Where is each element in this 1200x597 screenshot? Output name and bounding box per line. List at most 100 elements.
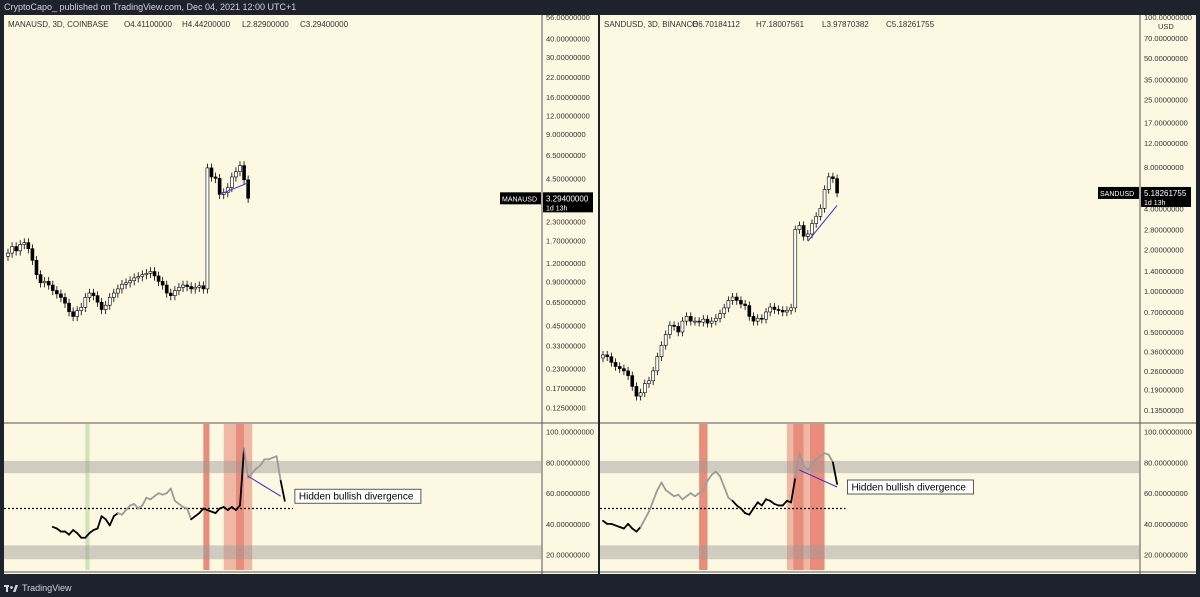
indicator-segment bbox=[121, 509, 127, 516]
indicator-segment bbox=[635, 526, 642, 533]
candle-body bbox=[647, 380, 651, 384]
tradingview-brand[interactable]: TradingView bbox=[4, 583, 72, 593]
price-tick-label: 12.00000000 bbox=[1144, 139, 1188, 148]
candle-body bbox=[638, 392, 643, 397]
candle-body bbox=[630, 375, 635, 387]
last-price-symbol: MANAUSD bbox=[502, 196, 537, 203]
panel-divider[interactable] bbox=[598, 15, 600, 574]
candle-body bbox=[205, 167, 210, 290]
candle-body bbox=[772, 306, 777, 310]
candle-body bbox=[136, 276, 141, 279]
indicator-segment bbox=[198, 507, 205, 515]
red-zone bbox=[223, 424, 236, 570]
candle-body bbox=[217, 178, 222, 195]
legend-high: H4.44200000 bbox=[182, 20, 231, 29]
chart-mana-svg[interactable]: MANAUSD, 3D, COINBASE O4.41100000 H4.44200… bbox=[4, 13, 598, 584]
price-tick-label: 12.00000000 bbox=[546, 112, 590, 121]
candle-body bbox=[120, 283, 124, 290]
candle-body bbox=[193, 287, 198, 290]
candle-body bbox=[688, 316, 693, 322]
candle-body bbox=[835, 178, 839, 194]
candle-body bbox=[152, 271, 157, 277]
annotation-box bbox=[847, 479, 974, 495]
indicator-segment bbox=[723, 486, 730, 499]
indicator-segment bbox=[748, 507, 755, 516]
candle-body bbox=[10, 246, 14, 254]
indicator-segment bbox=[719, 475, 726, 488]
candle-body bbox=[747, 305, 752, 317]
candle-body bbox=[613, 362, 618, 367]
candle-body bbox=[822, 189, 827, 209]
candle-body bbox=[103, 304, 108, 310]
tradingview-logo-icon bbox=[4, 584, 18, 592]
legend-low: L2.82900000 bbox=[242, 20, 289, 29]
indicator-segment bbox=[235, 504, 241, 511]
candle-body bbox=[116, 288, 120, 294]
candle-body bbox=[169, 292, 173, 296]
price-tick-label: 4.50000000 bbox=[546, 174, 586, 183]
legend-low: L3.97870382 bbox=[822, 20, 869, 29]
candle-body bbox=[95, 295, 100, 303]
indicator-tick-label: 40.00000000 bbox=[546, 520, 590, 529]
indicator-segment bbox=[243, 447, 250, 479]
candle-body bbox=[605, 354, 609, 357]
candle-body bbox=[181, 284, 185, 288]
candle-body bbox=[705, 318, 710, 324]
candle-body bbox=[831, 176, 835, 179]
candle-body bbox=[67, 302, 71, 313]
candle-body bbox=[760, 317, 764, 320]
red-zone bbox=[803, 424, 810, 570]
candle-body bbox=[87, 292, 92, 298]
candle-body bbox=[144, 273, 149, 275]
chart-panel-mana[interactable]: MANAUSD, 3D, COINBASE O4.41100000 H4.44200… bbox=[4, 13, 598, 584]
indicator-segment bbox=[141, 496, 148, 507]
candle-body bbox=[83, 297, 88, 308]
indicator-segment bbox=[811, 458, 818, 465]
price-tick-label: 16.00000000 bbox=[546, 93, 590, 102]
candle-body bbox=[693, 320, 697, 323]
indicator-segment bbox=[652, 489, 659, 502]
indicator-segment bbox=[660, 481, 667, 491]
candle-body bbox=[38, 274, 43, 284]
price-tick-label: 6.50000000 bbox=[546, 151, 586, 160]
candle-body bbox=[680, 320, 685, 333]
red-zone bbox=[203, 424, 210, 570]
price-tick-label: 2.80000000 bbox=[1144, 226, 1184, 235]
price-tick-label: 0.36000000 bbox=[1144, 348, 1184, 357]
indicator-segment bbox=[133, 503, 140, 510]
candle-body bbox=[697, 320, 701, 323]
price-tick-label: 0.13500000 bbox=[1144, 406, 1184, 415]
indicator-divergence-line bbox=[247, 475, 281, 497]
price-tick-label: 70.00000000 bbox=[1144, 34, 1188, 43]
candle-body bbox=[75, 310, 79, 317]
price-tick-label: 0.70000000 bbox=[1144, 308, 1184, 317]
axis-unit-label: USD bbox=[1158, 22, 1174, 31]
price-tick-label: 25.00000000 bbox=[1144, 95, 1188, 104]
last-price-bg bbox=[1141, 186, 1191, 207]
annotation-box bbox=[294, 488, 422, 504]
candle-body bbox=[213, 176, 218, 179]
indicator-segment bbox=[251, 467, 258, 475]
candle-body bbox=[185, 284, 189, 287]
candle-body bbox=[726, 300, 731, 309]
indicator-tick-label: 60.00000000 bbox=[546, 489, 590, 498]
candle-body bbox=[201, 285, 206, 290]
indicator-band bbox=[600, 545, 1140, 560]
candle-body bbox=[148, 271, 153, 274]
candle-body bbox=[50, 284, 55, 291]
last-price-value: 3.29400000 bbox=[546, 194, 589, 203]
candle-body bbox=[34, 260, 39, 275]
indicator-segment bbox=[186, 507, 193, 521]
candle-body bbox=[797, 225, 802, 230]
indicator-segment bbox=[790, 476, 797, 504]
legend-open: O4.41100000 bbox=[124, 20, 172, 29]
candle-body bbox=[764, 311, 768, 320]
candle-body bbox=[609, 356, 614, 363]
chart-panel-sand[interactable]: SANDUSD, 3D, BINANCE O6.70184112 H7.180075… bbox=[600, 13, 1196, 584]
indicator-segment bbox=[781, 499, 788, 507]
candle-body bbox=[651, 370, 655, 382]
candle-body bbox=[810, 223, 814, 235]
indicator-segment bbox=[794, 452, 801, 479]
indicator-segment bbox=[104, 518, 111, 527]
